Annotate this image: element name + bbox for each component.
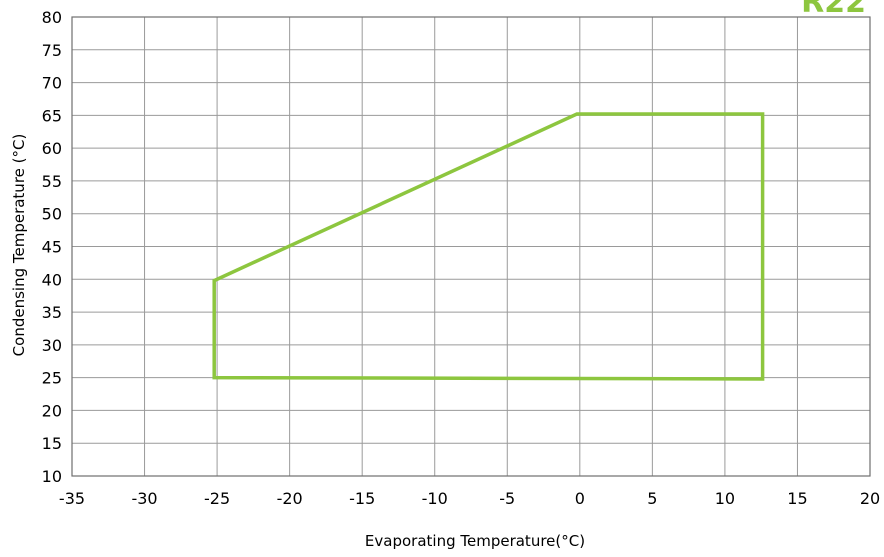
x-tick-label: -25 bbox=[204, 489, 230, 508]
y-tick-label: 70 bbox=[42, 74, 62, 93]
y-tick-label: 30 bbox=[42, 336, 62, 355]
x-tick-label: 0 bbox=[575, 489, 585, 508]
y-tick-label: 50 bbox=[42, 205, 62, 224]
y-tick-labels: 10 15 20 25 30 35 40 45 50 55 60 65 70 75 80 bbox=[42, 8, 62, 486]
x-tick-label: -15 bbox=[349, 489, 375, 508]
x-tick-labels: -35 -30 -25 -20 -15 -10 -5 0 5 10 15 20 bbox=[59, 489, 880, 508]
y-tick-label: 40 bbox=[42, 270, 62, 289]
x-tick-label: 5 bbox=[647, 489, 657, 508]
x-tick-label: -20 bbox=[277, 489, 303, 508]
y-tick-label: 15 bbox=[42, 434, 62, 453]
y-tick-label: 35 bbox=[42, 303, 62, 322]
series-layer bbox=[212, 112, 765, 381]
x-axis-label: Evaporating Temperature(°C) bbox=[365, 532, 585, 550]
y-tick-label: 10 bbox=[42, 467, 62, 486]
plot-frame bbox=[71, 16, 871, 477]
y-tick-label: 20 bbox=[42, 401, 62, 420]
y-axis-label: Condensing Temperature (°C) bbox=[10, 134, 28, 357]
operating-envelope-line bbox=[212, 112, 765, 381]
x-tick-label: -10 bbox=[422, 489, 448, 508]
y-tick-label: 80 bbox=[42, 8, 62, 27]
y-tick-label: 75 bbox=[42, 41, 62, 60]
x-tick-label: -35 bbox=[59, 489, 85, 508]
grid-lines bbox=[71, 16, 871, 477]
plot-border bbox=[71, 16, 871, 477]
x-tick-label: 20 bbox=[860, 489, 880, 508]
refrigerant-badge: R22 bbox=[801, 0, 866, 20]
x-tick-label: -5 bbox=[499, 489, 515, 508]
y-tick-label: 55 bbox=[42, 172, 62, 191]
y-tick-label: 45 bbox=[42, 238, 62, 257]
y-tick-label: 65 bbox=[42, 106, 62, 125]
x-tick-label: 15 bbox=[787, 489, 807, 508]
x-tick-label: 10 bbox=[715, 489, 735, 508]
y-tick-label: 60 bbox=[42, 139, 62, 158]
x-tick-label: -30 bbox=[131, 489, 157, 508]
y-tick-label: 25 bbox=[42, 369, 62, 388]
